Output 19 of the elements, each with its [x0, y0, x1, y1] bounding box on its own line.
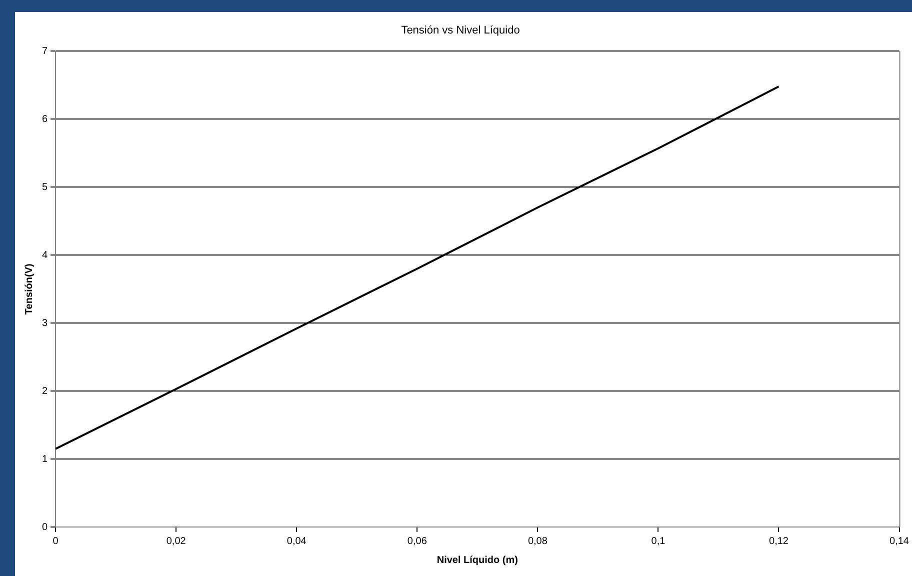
chart-title: Tensión vs Nivel Líquido — [401, 24, 520, 37]
y-tick-label: 2 — [42, 386, 48, 397]
x-tick-label: 0,04 — [286, 536, 307, 547]
x-tick-label: 0,14 — [890, 536, 910, 547]
y-tick-label: 1 — [42, 454, 48, 465]
y-axis-title: Tensión(V) — [24, 264, 35, 315]
x-tick-label: 0 — [52, 536, 59, 547]
y-tick-label: 5 — [42, 182, 48, 193]
x-tick-label: 0,06 — [407, 536, 428, 547]
y-tick-label: 0 — [42, 522, 48, 533]
x-tick-label: 0,02 — [166, 536, 186, 547]
y-tick-label: 6 — [42, 114, 48, 125]
x-tick-label: 0,1 — [651, 536, 666, 547]
x-axis-title: Nivel Líquido (m) — [436, 554, 518, 566]
x-tick-label: 0,08 — [528, 536, 548, 547]
x-tick-label: 0,12 — [769, 536, 789, 547]
y-tick-label: 4 — [42, 250, 48, 261]
y-tick-label: 7 — [42, 46, 48, 57]
y-tick-label: 3 — [42, 318, 48, 329]
